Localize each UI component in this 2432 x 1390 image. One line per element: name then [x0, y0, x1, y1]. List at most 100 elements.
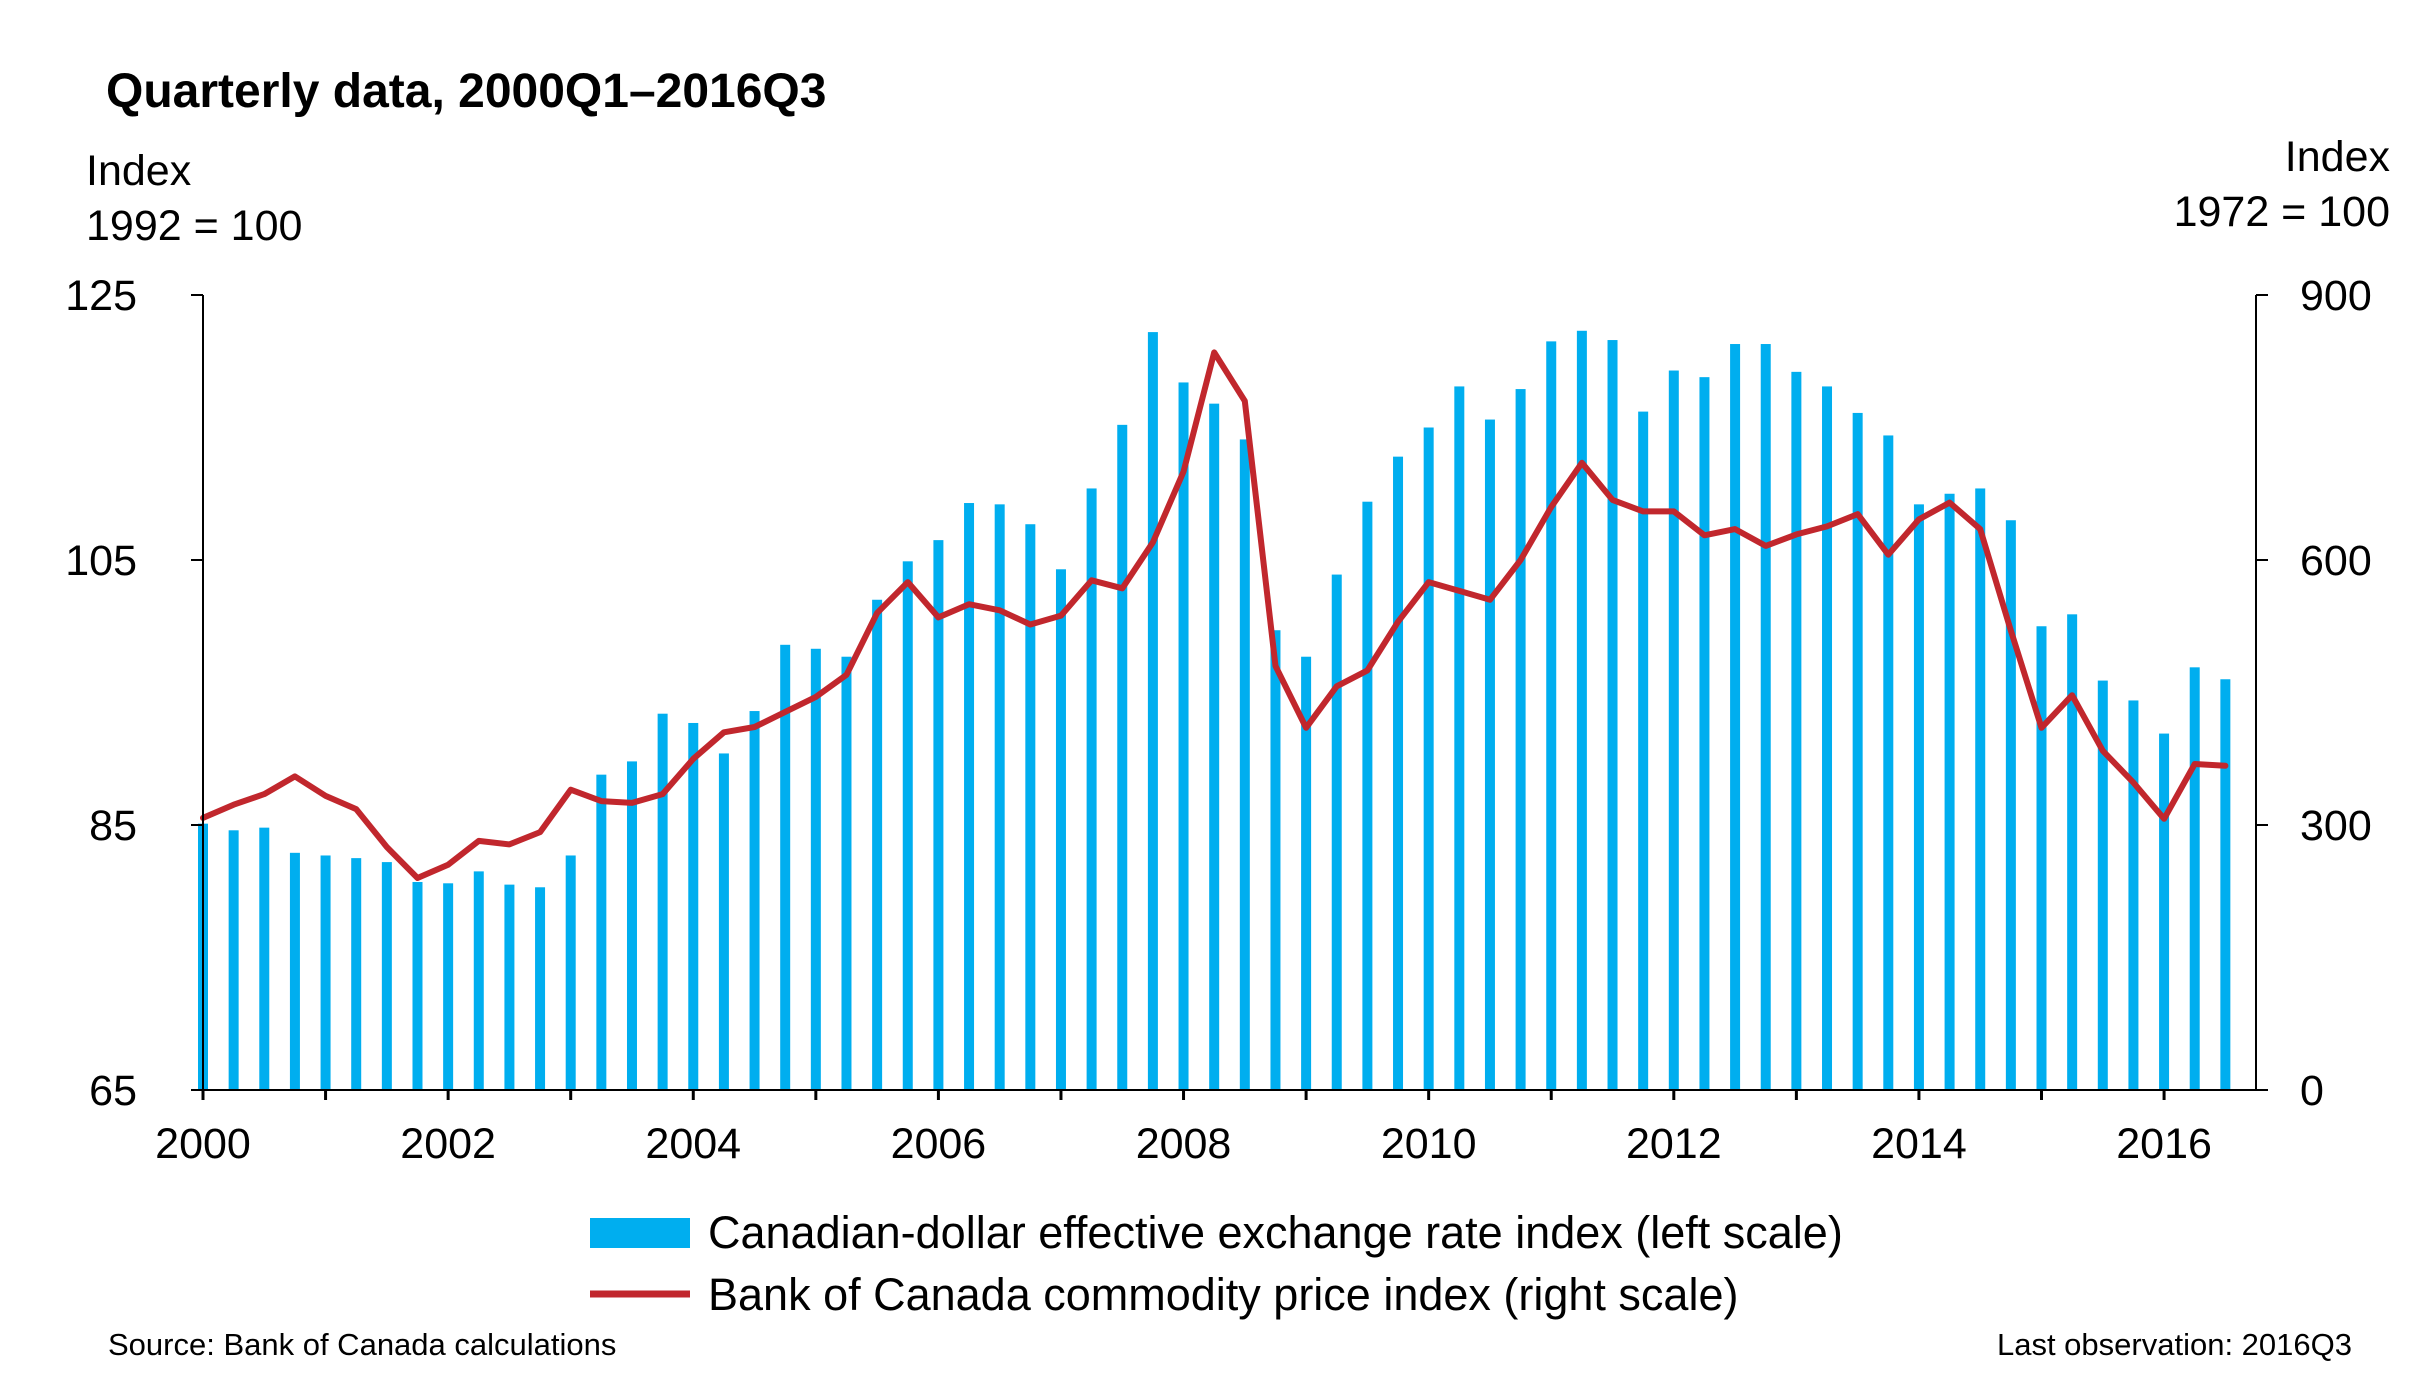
- x-tick-label: 2002: [400, 1120, 496, 1168]
- bar: [565, 855, 576, 1090]
- bar: [994, 504, 1005, 1091]
- chart-title: Quarterly data, 2000Q1–2016Q3: [106, 65, 827, 118]
- bar: [657, 713, 668, 1090]
- bar: [810, 648, 821, 1090]
- bar: [1607, 340, 1618, 1090]
- right-tick-label: 0: [2300, 1067, 2324, 1115]
- bar: [1270, 630, 1281, 1090]
- bar: [443, 883, 454, 1090]
- right-axis-label: Index 1972 = 100: [2174, 130, 2390, 240]
- x-tick-label: 2008: [1136, 1120, 1232, 1168]
- bar: [1055, 569, 1066, 1090]
- right-tick-label: 300: [2300, 802, 2372, 850]
- bar: [1454, 386, 1465, 1090]
- bar: [1515, 389, 1526, 1090]
- bar: [749, 711, 760, 1090]
- bar: [1484, 419, 1495, 1090]
- bar: [1975, 488, 1986, 1090]
- left-tick-label: 65: [89, 1067, 137, 1115]
- axes: 125 105 85 65 900 600 300 0 2000 2002 2004 2006 2008…: [65, 272, 2372, 1168]
- bar: [289, 852, 300, 1090]
- commodity-price-line: [200, 349, 2229, 881]
- bar: [964, 503, 975, 1090]
- bar: [933, 540, 944, 1090]
- bar: [1331, 574, 1342, 1090]
- left-tick-label: 105: [65, 537, 137, 585]
- bar: [2036, 626, 2047, 1090]
- bar: [1117, 424, 1128, 1091]
- bar: [2159, 733, 2170, 1090]
- bar: [780, 644, 791, 1090]
- bar: [1944, 493, 1955, 1090]
- right-axis-label-line2: 1972 = 100: [2173, 188, 2390, 236]
- legend-bar-swatch: [590, 1218, 690, 1248]
- bar: [2220, 679, 2231, 1090]
- bar: [1301, 656, 1312, 1090]
- bar: [1730, 344, 1741, 1090]
- x-tick-label: 2012: [1626, 1120, 1722, 1168]
- bar: [1209, 403, 1220, 1090]
- bar: [902, 561, 913, 1090]
- x-tick-label: 2016: [2116, 1120, 2212, 1168]
- bar: [841, 656, 852, 1090]
- bar: [1822, 386, 1833, 1090]
- x-tick-label: 2004: [645, 1120, 741, 1168]
- bar: [2067, 614, 2078, 1090]
- bar: [1239, 439, 1250, 1090]
- right-axis-label-line1: Index: [2284, 133, 2390, 181]
- bar: [2005, 520, 2016, 1090]
- left-axis-label-line2: 1992 = 100: [86, 202, 303, 250]
- legend: Canadian-dollar effective exchange rate …: [590, 1207, 1843, 1320]
- last-observation-note: Last observation: 2016Q3: [1996, 1327, 2352, 1362]
- bar: [626, 761, 637, 1090]
- bar: [473, 871, 484, 1090]
- bar: [228, 830, 239, 1090]
- right-tick-label: 900: [2300, 272, 2372, 320]
- bar-series: [198, 330, 2231, 1091]
- left-axis-label-line1: Index: [86, 147, 192, 195]
- bar: [1178, 382, 1189, 1090]
- bar: [2128, 700, 2139, 1090]
- bar: [1883, 435, 1894, 1090]
- bar: [1362, 501, 1373, 1090]
- left-axis-label: Index 1992 = 100: [86, 144, 302, 254]
- bar: [1852, 412, 1863, 1090]
- bar: [596, 774, 607, 1090]
- bar: [351, 858, 362, 1090]
- line-series: [200, 349, 2229, 881]
- x-tick-label: 2014: [1871, 1120, 1967, 1168]
- bar: [1760, 344, 1771, 1090]
- bar: [504, 884, 515, 1090]
- bar: [1668, 370, 1679, 1090]
- bar: [1913, 504, 1924, 1091]
- bar: [2189, 667, 2200, 1090]
- source-note: Source: Bank of Canada calculations: [108, 1327, 617, 1362]
- bar: [1086, 488, 1097, 1090]
- legend-bar-label: Canadian-dollar effective exchange rate …: [708, 1207, 1843, 1258]
- bar: [412, 881, 423, 1090]
- bar: [1576, 330, 1587, 1090]
- bar: [1025, 524, 1036, 1090]
- left-tick-label: 125: [65, 272, 137, 320]
- bar: [688, 722, 699, 1090]
- x-tick-label: 2010: [1381, 1120, 1477, 1168]
- legend-line-label: Bank of Canada commodity price index (ri…: [708, 1269, 1738, 1320]
- x-tick-label: 2000: [155, 1120, 251, 1168]
- bar: [1699, 377, 1710, 1090]
- bar: [1791, 371, 1802, 1091]
- bar: [2097, 680, 2108, 1090]
- bar: [259, 827, 270, 1090]
- bar: [718, 753, 729, 1090]
- bar: [872, 599, 883, 1090]
- left-tick-label: 85: [89, 802, 137, 850]
- bar: [1423, 427, 1434, 1090]
- right-tick-label: 600: [2300, 537, 2372, 585]
- bar: [1393, 456, 1404, 1090]
- bar: [1546, 341, 1557, 1090]
- bar: [1638, 411, 1649, 1091]
- x-tick-label: 2006: [891, 1120, 987, 1168]
- bar: [1147, 332, 1158, 1091]
- bar: [381, 862, 392, 1090]
- bar: [535, 887, 546, 1090]
